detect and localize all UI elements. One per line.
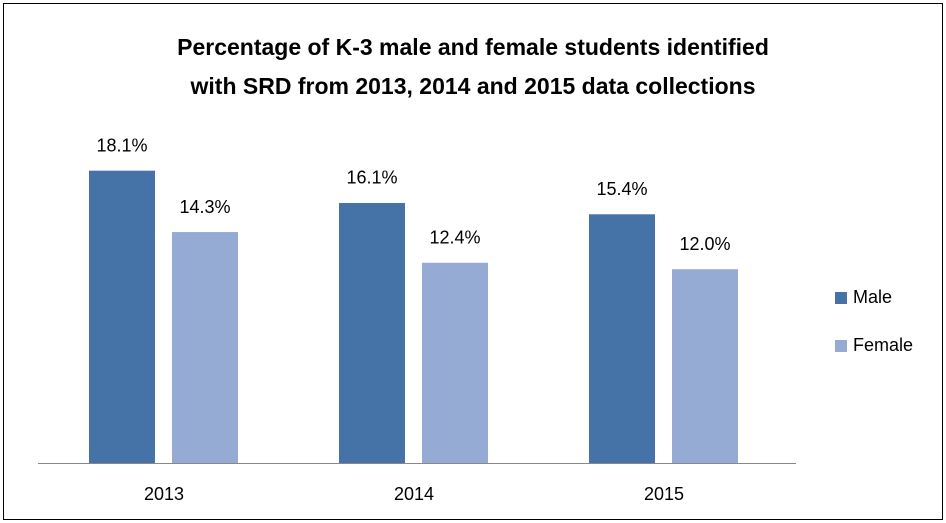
legend-swatch [835, 340, 847, 352]
bar [339, 202, 405, 464]
data-label: 15.4% [596, 179, 647, 199]
bar [89, 170, 155, 463]
data-label: 14.3% [179, 197, 230, 217]
x-tick-label: 2015 [644, 484, 684, 504]
data-label: 12.0% [679, 234, 730, 254]
legend-label: Female [853, 335, 913, 355]
bar [422, 262, 488, 463]
chart-title: Percentage of K-3 male and female studen… [177, 34, 769, 60]
x-tick-label: 2014 [394, 484, 434, 504]
bar [589, 214, 655, 463]
legend-label: Male [853, 287, 892, 307]
data-label: 12.4% [429, 227, 480, 247]
data-label: 18.1% [96, 135, 147, 155]
x-tick-label: 2013 [144, 484, 184, 504]
chart-title: with SRD from 2013, 2014 and 2015 data c… [190, 73, 756, 99]
bar [672, 269, 738, 463]
legend-swatch [835, 292, 847, 304]
data-label: 16.1% [346, 168, 397, 188]
bar [172, 232, 238, 463]
